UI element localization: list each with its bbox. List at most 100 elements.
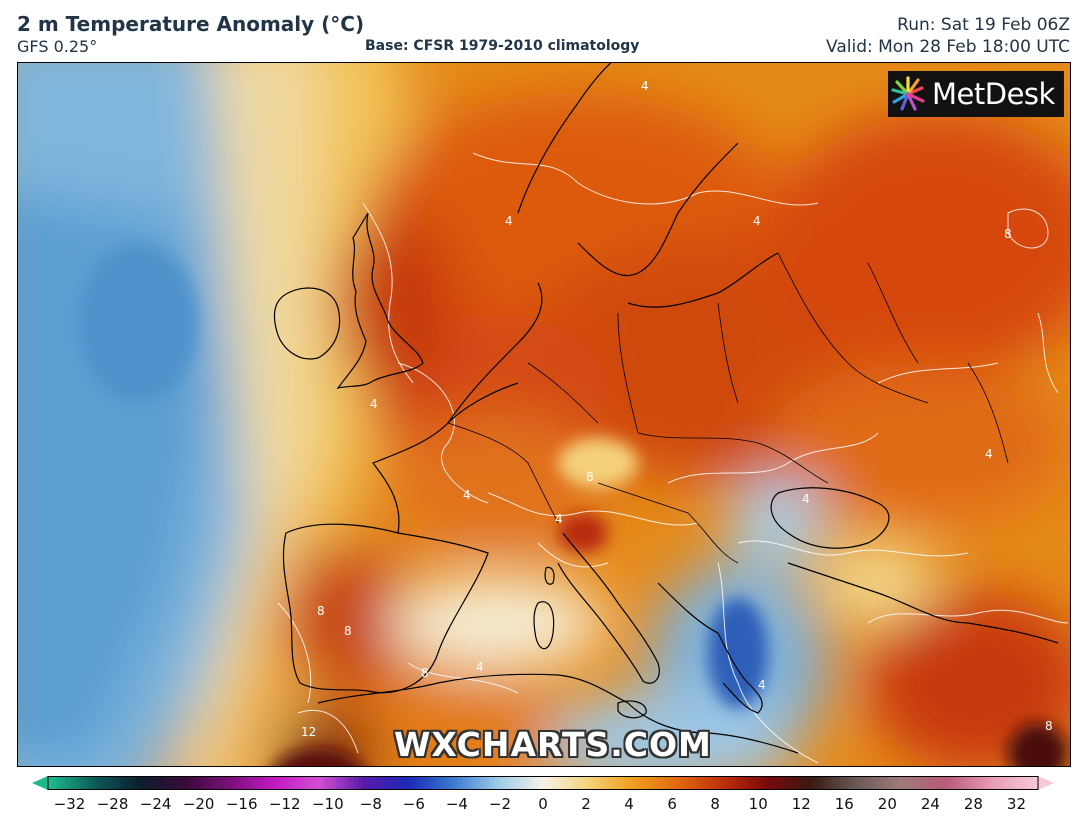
colorbar-max-arrow [1038,776,1054,790]
colorbar-cell [844,776,850,790]
colorbar-cell [655,776,661,790]
colorbar-tick-label: 4 [624,795,634,813]
colorbar-cell [732,776,738,790]
run-time: Run: Sat 19 Feb 06Z [897,15,1070,35]
colorbar-cell [358,776,364,790]
colorbar-cell [124,776,130,790]
contour-label: 8 [586,470,594,484]
colorbar-cell [615,776,621,790]
colorbar-cell [691,776,697,790]
colorbar-tick-label: −8 [359,795,382,813]
colorbar-cell [300,776,306,790]
colorbar-cell [705,776,711,790]
colorbar-cell [678,776,684,790]
colorbar-cell [907,776,913,790]
colorbar-cell [115,776,121,790]
colorbar-cell [448,776,454,790]
climatology-base: Base: CFSR 1979-2010 climatology [365,38,640,54]
colorbar-cell [327,776,333,790]
colorbar-cell [750,776,756,790]
colorbar-tick-label: −2 [488,795,512,813]
colorbar-cell [588,776,594,790]
colorbar-cell [61,776,67,790]
colorbar-tick-label: 10 [748,795,768,813]
contour-label: 8 [1004,227,1012,241]
colorbar-cell [471,776,477,790]
colorbar-cell [205,776,211,790]
colorbar-cell [84,776,90,790]
colorbar-cell [975,776,981,790]
colorbar-cell [889,776,895,790]
contour-label: 4 [985,447,993,461]
colorbar-cell [48,776,54,790]
colorbar-cell [484,776,490,790]
colorbar-cell [363,776,369,790]
colorbar-cell [700,776,706,790]
colorbar-cell [309,776,315,790]
colorbar-cell [556,776,562,790]
colorbar-cell [430,776,436,790]
colorbar-cell [291,776,297,790]
colorbar-cell [340,776,346,790]
colorbar-cell [894,776,900,790]
colorbar-cell [853,776,859,790]
colorbar-cell [286,776,292,790]
colorbar-cell [939,776,945,790]
colorbar-cell [633,776,639,790]
colorbar-cell [606,776,612,790]
colorbar-cell [156,776,162,790]
colorbar-cell [601,776,607,790]
metdesk-logo-text: MetDesk [932,77,1055,111]
colorbar-cell [331,776,337,790]
colorbar-cell [885,776,891,790]
colorbar-cell [228,776,234,790]
colorbar-cell [687,776,693,790]
colorbar-cell [880,776,886,790]
colorbar-cell [511,776,517,790]
colorbar-cell [385,776,391,790]
colorbar-cell [921,776,927,790]
colorbar-cell [768,776,774,790]
colorbar-cell [79,776,85,790]
colorbar-cell [799,776,805,790]
colorbar-cell [93,776,99,790]
colorbar-cell [516,776,522,790]
colorbar-cell [525,776,531,790]
colorbar-cell [628,776,634,790]
colorbar-cell [70,776,76,790]
colorbar-cell [520,776,526,790]
colorbar-cell [579,776,585,790]
colorbar-cell [714,776,720,790]
colorbar-cell [399,776,405,790]
colorbar-cell [255,776,261,790]
colorbar-cell [772,776,778,790]
colorbar-cell [264,776,270,790]
colorbar-cell [493,776,499,790]
colorbar-cell [808,776,814,790]
colorbar-cell [192,776,198,790]
colorbar-cell [862,776,868,790]
colorbar-tick-label: 0 [538,795,548,813]
colorbar-cell [336,776,342,790]
contour-label: 12 [301,725,316,739]
contour-label: 4 [476,660,484,674]
colorbar-cell [781,776,787,790]
contour-label: 4 [463,488,471,502]
colorbar-cell [534,776,540,790]
colorbar-tick-label: −4 [445,795,468,813]
colorbar-cell [930,776,936,790]
colorbar-tick-label: 2 [581,795,591,813]
colorbar-cell [912,776,918,790]
valid-time: Valid: Mon 28 Feb 18:00 UTC [826,37,1070,57]
colorbar-cell [651,776,657,790]
colorbar-tick-label: 32 [1006,795,1027,813]
colorbar-tick-label: −12 [268,795,301,813]
colorbar-cell [997,776,1003,790]
colorbar-cell [295,776,301,790]
colorbar-cell [345,776,351,790]
colorbar-cell [966,776,972,790]
contour-label: 4 [753,214,761,228]
colorbar-cell [529,776,535,790]
colorbar-cell [250,776,256,790]
colorbar-tick-label: −24 [139,795,172,813]
